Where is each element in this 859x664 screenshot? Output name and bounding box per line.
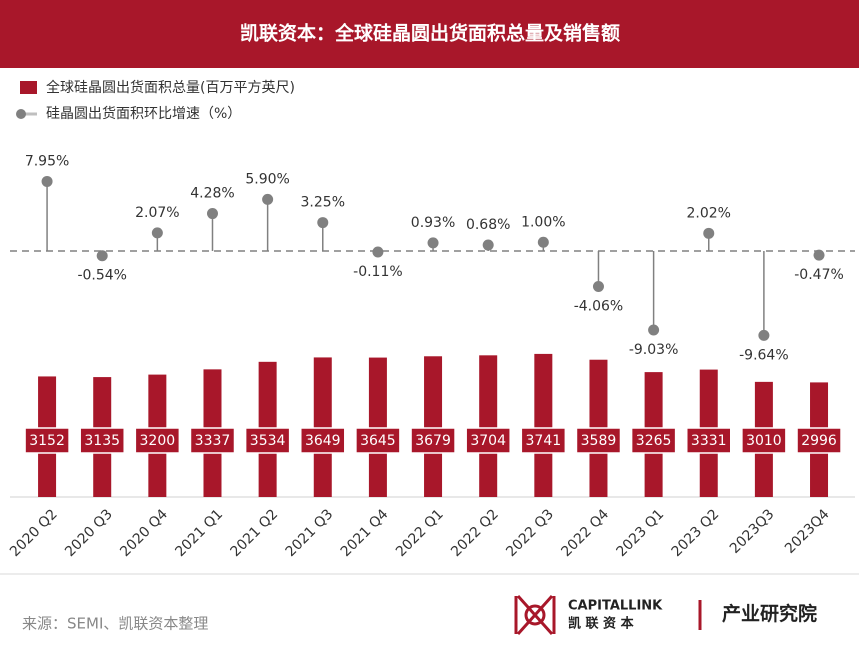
- value-label: 2.02%: [687, 205, 731, 221]
- x-tick-label: 2021 Q2: [228, 506, 282, 560]
- x-tick-label: 2022 Q3: [503, 506, 557, 560]
- bar-label-box: [24, 427, 70, 454]
- bar-label: 3331: [691, 433, 727, 449]
- lollipop-dot: [537, 236, 549, 248]
- value-label: -0.54%: [77, 268, 127, 284]
- lollipop-dot: [151, 227, 163, 239]
- bar: [313, 357, 332, 497]
- lollipop-dot: [703, 227, 715, 239]
- value-label: 2.07%: [135, 205, 179, 221]
- bar-label: 3010: [746, 433, 782, 449]
- bar-label-box: [355, 427, 401, 454]
- lollipop-dot: [482, 239, 494, 251]
- bar-label-box: [686, 427, 732, 454]
- bar-label-box: [300, 427, 346, 454]
- x-tick-label: 2020 Q3: [62, 506, 116, 560]
- legend-label: 硅晶圆出货面积环比增速（%）: [46, 105, 241, 122]
- lollipop-dot: [96, 250, 108, 262]
- bar-label: 3152: [29, 433, 65, 449]
- source-note: 来源：SEMI、凯联资本整理: [22, 615, 208, 633]
- x-tick-label: 2022 Q2: [448, 506, 502, 560]
- lollipop-dot: [813, 249, 825, 261]
- value-label: 0.68%: [466, 217, 510, 233]
- value-label: -0.11%: [353, 264, 403, 280]
- value-label: 7.95%: [25, 153, 69, 169]
- value-label: 5.90%: [245, 171, 289, 187]
- lollipop-dot: [648, 324, 660, 336]
- lollipop-dot: [372, 246, 384, 258]
- header-band: [0, 0, 859, 68]
- value-label: 4.28%: [190, 186, 234, 202]
- bar-label-box: [575, 427, 622, 454]
- legend-label: 全球硅晶圆出货面积总量(百万平方英尺): [46, 79, 295, 96]
- bar-label: 3589: [581, 433, 617, 449]
- logo-unit: 产业研究院: [722, 602, 817, 625]
- bar-label-box: [79, 427, 125, 454]
- logo-icon: [514, 594, 556, 636]
- lollipop-dot: [758, 329, 770, 341]
- x-tick-label: 2021 Q4: [338, 506, 392, 560]
- bar-label-box: [630, 427, 677, 454]
- bar: [424, 356, 443, 497]
- bar-label-box: [134, 427, 181, 454]
- value-label: -9.64%: [739, 347, 789, 363]
- x-tick-label: 2023 Q2: [669, 506, 723, 560]
- lollipop-dot: [206, 208, 218, 220]
- bar-label: 3704: [470, 433, 506, 449]
- bar-label-box: [520, 427, 567, 454]
- lollipop-dot: [592, 281, 604, 293]
- x-tick-label: 2020 Q4: [117, 506, 171, 560]
- x-tick-label: 2022 Q1: [393, 506, 447, 560]
- bar-label: 3534: [250, 433, 286, 449]
- value-label: 0.93%: [411, 215, 455, 231]
- logo-name-cn: 凯 联 资 本: [568, 616, 634, 632]
- x-tick-label: 2021 Q3: [283, 506, 337, 560]
- bar-label-box: [410, 427, 456, 454]
- bar-label-box: [189, 427, 236, 454]
- value-label: -4.06%: [574, 299, 624, 315]
- logo-name: CAPITALLINK: [568, 599, 663, 614]
- legend-swatch-dot: [16, 109, 26, 119]
- x-tick-label: 2023Q4: [782, 506, 833, 557]
- value-label: -0.47%: [794, 267, 844, 283]
- value-label: -9.03%: [629, 342, 679, 358]
- bar-label-box: [741, 427, 787, 454]
- bar-label-box: [244, 427, 291, 454]
- bar-label: 3645: [360, 433, 396, 449]
- bar-label-box: [796, 427, 842, 454]
- bar-label-box: [465, 427, 511, 454]
- value-label: 3.25%: [301, 195, 345, 211]
- bar-label: 2996: [801, 433, 837, 449]
- lollipop-dot: [262, 193, 274, 205]
- bar: [534, 353, 553, 497]
- bar-label: 3135: [84, 433, 120, 449]
- x-tick-label: 2023Q3: [727, 506, 778, 557]
- bar: [479, 355, 498, 497]
- bar-label: 3741: [526, 433, 562, 449]
- chart-title: 凯联资本：全球硅晶圆出货面积总量及销售额: [240, 22, 620, 45]
- x-tick-label: 2021 Q1: [172, 506, 226, 560]
- x-tick-label: 2022 Q4: [558, 506, 612, 560]
- lollipop-dot: [41, 175, 53, 187]
- bar-label: 3649: [305, 433, 341, 449]
- legend-swatch-bar: [20, 81, 37, 94]
- bar-label: 3337: [195, 433, 231, 449]
- x-tick-label: 2023 Q1: [614, 506, 668, 560]
- bar-label: 3200: [140, 433, 176, 449]
- value-label: 1.00%: [521, 214, 565, 230]
- lollipop-dot: [427, 237, 439, 249]
- lollipop-dot: [317, 217, 329, 229]
- bar-label: 3679: [415, 433, 451, 449]
- bar-label: 3265: [636, 433, 672, 449]
- x-tick-label: 2020 Q2: [7, 506, 61, 560]
